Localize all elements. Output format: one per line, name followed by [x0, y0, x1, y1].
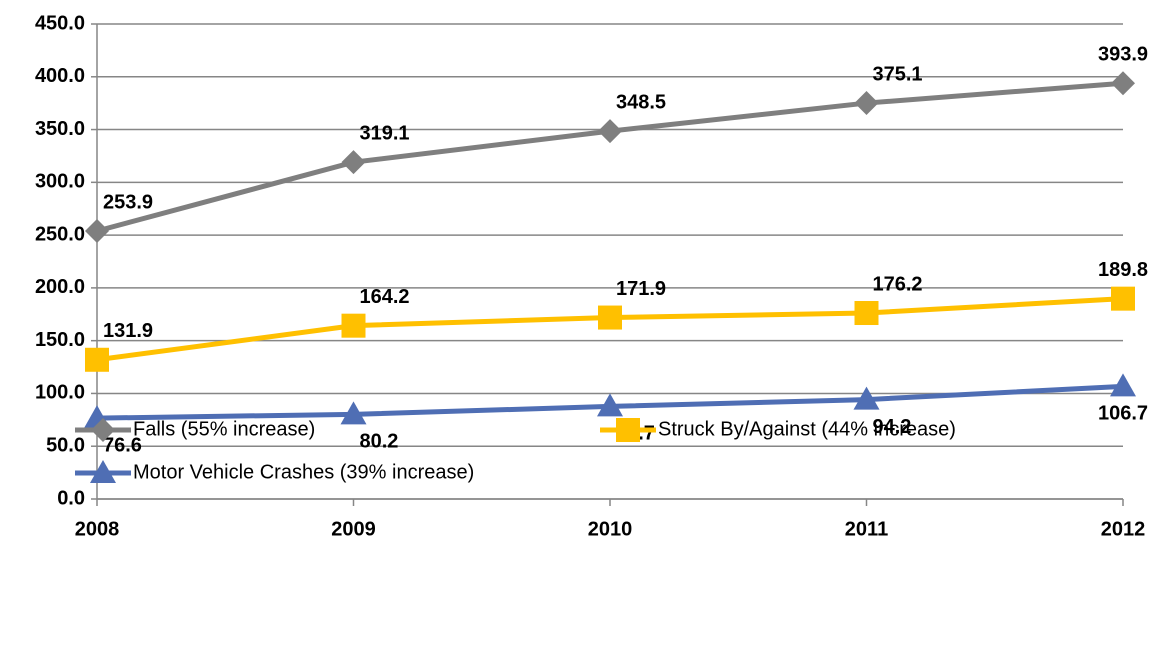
marker — [1111, 71, 1135, 96]
y-tick-label: 400.0 — [35, 65, 85, 87]
data-label: 94.2 — [873, 416, 912, 438]
legend-item: Falls (55% increase) — [75, 418, 315, 442]
marker — [853, 386, 880, 410]
marker — [597, 393, 623, 417]
y-tick-label: 250.0 — [35, 223, 85, 245]
marker — [341, 313, 366, 338]
y-tick-label: 450.0 — [35, 12, 85, 34]
marker — [598, 305, 622, 330]
marker — [91, 418, 115, 442]
marker — [90, 460, 116, 483]
y-tick-label: 50.0 — [46, 435, 85, 457]
x-tick-label: 2008 — [75, 518, 120, 540]
marker — [854, 301, 879, 326]
data-label: 76.6 — [103, 434, 142, 456]
legend-label: Falls (55% increase) — [133, 418, 315, 440]
legend-item: Motor Vehicle Crashes (39% increase) — [75, 460, 474, 483]
data-label: 106.7 — [1098, 403, 1148, 425]
data-label: 348.5 — [616, 91, 666, 113]
marker — [85, 347, 109, 372]
legend-label: Struck By/Against (44% increase) — [658, 418, 956, 440]
legend-item: Struck By/Against (44% increase) — [600, 418, 956, 442]
series-line — [96, 80, 1124, 234]
data-label: 189.8 — [1098, 259, 1148, 281]
y-tick-label: 0.0 — [57, 487, 85, 509]
marker — [854, 91, 879, 116]
x-tick-label: 2010 — [588, 518, 633, 540]
data-label: 375.1 — [873, 63, 923, 85]
y-tick-label: 300.0 — [35, 171, 85, 193]
marker — [1110, 373, 1136, 397]
marker — [1111, 286, 1135, 311]
y-tick-label: 350.0 — [35, 118, 85, 140]
x-tick-label: 2009 — [331, 518, 376, 540]
data-label: 80.2 — [360, 431, 399, 453]
marker — [616, 418, 640, 442]
marker — [341, 150, 366, 175]
x-tick-label: 2012 — [1101, 518, 1146, 540]
data-label: 253.9 — [103, 191, 153, 213]
marker — [85, 218, 109, 243]
x-tick-label: 2011 — [845, 518, 888, 540]
marker — [340, 401, 367, 425]
data-label: 164.2 — [360, 286, 410, 308]
y-tick-label: 200.0 — [35, 276, 85, 298]
data-label: 171.9 — [616, 278, 666, 300]
data-label: 393.9 — [1098, 43, 1148, 65]
legend-label: Motor Vehicle Crashes (39% increase) — [133, 461, 474, 483]
y-tick-label: 100.0 — [35, 382, 85, 404]
marker — [598, 119, 622, 144]
y-tick-label: 150.0 — [35, 329, 85, 351]
data-label: 319.1 — [360, 122, 410, 144]
data-label: 176.2 — [873, 273, 923, 295]
data-label: 131.9 — [103, 320, 153, 342]
